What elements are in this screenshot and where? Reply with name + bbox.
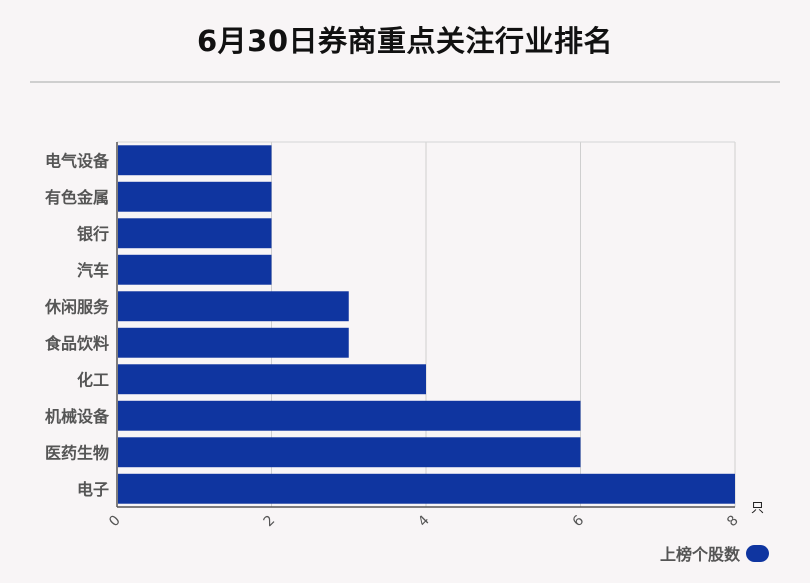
category-label: 银行 xyxy=(77,224,109,243)
x-unit-label: 只 xyxy=(751,501,764,516)
x-tick-label: 6 xyxy=(570,512,588,530)
category-label: 电子 xyxy=(77,480,109,499)
bar[interactable] xyxy=(118,181,272,212)
bar[interactable] xyxy=(118,364,426,395)
legend-swatch xyxy=(746,544,769,562)
category-label: 化工 xyxy=(77,370,109,389)
bars xyxy=(118,145,735,504)
category-label: 机械设备 xyxy=(45,407,110,426)
bar[interactable] xyxy=(118,473,735,504)
x-tick-label: 2 xyxy=(261,512,279,530)
bar[interactable] xyxy=(118,218,272,249)
bar[interactable] xyxy=(118,291,349,322)
bar[interactable] xyxy=(118,437,581,468)
legend[interactable]: 上榜个股数 xyxy=(660,541,769,565)
bar[interactable] xyxy=(118,254,272,285)
title-divider xyxy=(30,81,780,83)
legend-label: 上榜个股数 xyxy=(659,545,740,564)
x-tick-label: 4 xyxy=(415,512,433,530)
category-label: 电气设备 xyxy=(45,151,110,170)
x-tick-labels: 0 2 4 6 8 xyxy=(106,512,742,530)
category-label: 汽车 xyxy=(77,261,109,280)
category-label: 食品饮料 xyxy=(44,334,109,353)
bar[interactable] xyxy=(118,400,581,431)
bar[interactable] xyxy=(118,327,349,358)
category-label: 休闲服务 xyxy=(44,297,110,316)
bar[interactable] xyxy=(118,145,272,176)
category-label: 有色金属 xyxy=(45,188,109,207)
category-label: 医药生物 xyxy=(45,443,109,462)
chart-title: 6月30日券商重点关注行业排名 xyxy=(196,24,614,58)
x-tick-label: 0 xyxy=(106,512,124,530)
x-tick-label: 8 xyxy=(724,512,742,530)
